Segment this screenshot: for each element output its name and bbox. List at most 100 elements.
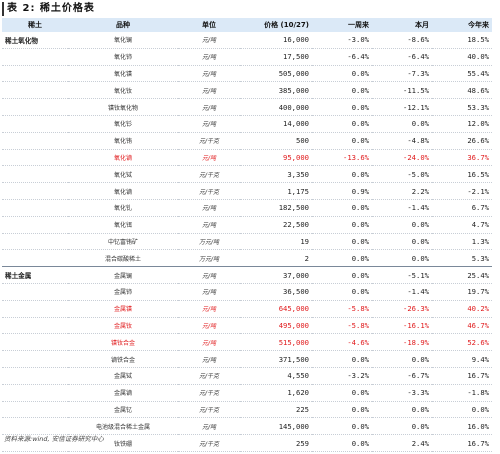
table-row: 氧化铒 元/吨 22,500 0.0% 0.0% 4.7% [2, 216, 492, 234]
row-product: 金属镨 [68, 300, 178, 318]
row-unit: 元/吨 [178, 350, 240, 368]
row-category [2, 165, 68, 184]
row-week-change: 0.0% [312, 266, 372, 284]
row-unit: 万元/吨 [178, 249, 240, 268]
row-week-change: 0.9% [312, 182, 372, 200]
row-ytd-change: 25.4% [432, 266, 492, 284]
table-row: 氧化铽 元/千克 3,350 0.0% -5.0% 16.5% [2, 165, 492, 184]
row-product: 金属镧 [68, 266, 178, 284]
row-ytd-change: 36.7% [432, 149, 492, 167]
row-week-change: -5.8% [312, 300, 372, 318]
table-row: 混合碳酸稀土 万元/吨 2 0.0% 0.0% 5.3% [2, 249, 492, 268]
row-unit: 元/吨 [178, 81, 240, 100]
row-month-change: -5.0% [372, 165, 432, 184]
row-ytd-change: 18.5% [432, 32, 492, 49]
row-ytd-change: 0.0% [432, 401, 492, 419]
row-product: 氧化钕 [68, 81, 178, 100]
row-ytd-change: 53.3% [432, 98, 492, 116]
row-category [2, 81, 68, 100]
row-unit: 元/吨 [178, 199, 240, 217]
row-category [2, 384, 68, 402]
row-category [2, 300, 68, 318]
row-unit: 元/吨 [178, 300, 240, 318]
row-ytd-change: 16.7% [432, 434, 492, 452]
row-price: 17,500 [240, 48, 312, 66]
table-row: 金属镝 元/千克 1,620 0.0% -3.3% -1.8% [2, 384, 492, 402]
row-ytd-change: 1.3% [432, 233, 492, 251]
row-category [2, 367, 68, 385]
row-price: 14,000 [240, 115, 312, 133]
row-month-change: 0.0% [372, 401, 432, 419]
row-week-change: 0.0% [312, 199, 372, 217]
row-product: 混合碳酸稀土 [68, 249, 178, 268]
row-month-change: -1.4% [372, 283, 432, 301]
table-row: 稀土金属 金属镧 元/吨 37,000 0.0% -5.1% 25.4% [2, 266, 492, 284]
table-row: 氧化镨 元/吨 505,000 0.0% -7.3% 55.4% [2, 65, 492, 83]
row-product: 金属铽 [68, 367, 178, 385]
table-row: 镝铁合金 元/吨 371,500 0.0% 0.0% 9.4% [2, 350, 492, 368]
row-month-change: 2.2% [372, 182, 432, 200]
row-category [2, 132, 68, 150]
row-category [2, 182, 68, 200]
row-unit: 元/吨 [178, 333, 240, 352]
row-price: 37,000 [240, 266, 312, 284]
header-row: 稀土 品种 单位 价格 (10/27) 一周来 本月 今年来 [2, 18, 492, 32]
row-ytd-change: 6.7% [432, 199, 492, 217]
row-week-change: -5.8% [312, 317, 372, 335]
row-unit: 元/吨 [178, 32, 240, 49]
table-row: 金属铽 元/千克 4,550 -3.2% -6.7% 16.7% [2, 367, 492, 385]
table-row: 氧化镝 元/千克 1,175 0.9% 2.2% -2.1% [2, 182, 492, 200]
table-row: 中钇富铕矿 万元/吨 19 0.0% 0.0% 1.3% [2, 233, 492, 251]
row-product: 金属钕 [68, 317, 178, 335]
row-month-change: -1.4% [372, 199, 432, 217]
row-category [2, 199, 68, 217]
row-price: 3,350 [240, 165, 312, 184]
row-month-change: -6.7% [372, 367, 432, 385]
row-week-change: 0.0% [312, 249, 372, 268]
row-week-change: 0.0% [312, 283, 372, 301]
row-price: 19 [240, 233, 312, 251]
row-category [2, 115, 68, 133]
row-product: 氧化铕 [68, 132, 178, 150]
row-ytd-change: 46.7% [432, 317, 492, 335]
row-category [2, 317, 68, 335]
row-product: 镝铁合金 [68, 350, 178, 368]
row-category [2, 401, 68, 419]
row-category [2, 417, 68, 436]
table-row: 电池级混合稀土金属 元/吨 145,000 0.0% 0.0% 16.0% [2, 417, 492, 436]
row-price: 1,620 [240, 384, 312, 402]
row-unit: 元/吨 [178, 115, 240, 133]
row-category [2, 249, 68, 268]
row-week-change: 0.0% [312, 417, 372, 436]
source-note: 资料来源:wind, 安信证券研究中心 [4, 435, 104, 443]
row-month-change: -18.9% [372, 333, 432, 352]
row-ytd-change: 40.0% [432, 48, 492, 66]
row-product: 电池级混合稀土金属 [68, 417, 178, 436]
row-price: 371,500 [240, 350, 312, 368]
row-ytd-change: -1.8% [432, 384, 492, 402]
table-row: 氧化铕 元/千克 500 0.0% -4.8% 26.6% [2, 132, 492, 150]
row-month-change: -4.8% [372, 132, 432, 150]
row-week-change: 0.0% [312, 65, 372, 83]
row-price: 95,000 [240, 149, 312, 167]
row-category [2, 65, 68, 83]
row-month-change: -6.4% [372, 48, 432, 66]
row-week-change: -6.4% [312, 48, 372, 66]
table-row: 金属铈 元/吨 36,500 0.0% -1.4% 19.7% [2, 283, 492, 301]
row-week-change: 0.0% [312, 401, 372, 419]
row-week-change: 0.0% [312, 132, 372, 150]
row-month-change: -26.3% [372, 300, 432, 318]
row-category [2, 350, 68, 368]
row-unit: 元/吨 [178, 216, 240, 234]
row-ytd-change: 16.0% [432, 417, 492, 436]
row-product: 金属钇 [68, 401, 178, 419]
row-price: 182,500 [240, 199, 312, 217]
row-unit: 元/吨 [178, 48, 240, 66]
row-unit: 元/吨 [178, 149, 240, 167]
header-week: 一周来 [348, 21, 369, 29]
table-row: 金属镨 元/吨 645,000 -5.8% -26.3% 40.2% [2, 300, 492, 318]
row-month-change: -5.1% [372, 266, 432, 284]
row-month-change: 0.0% [372, 350, 432, 368]
row-price: 500 [240, 132, 312, 150]
table-row: 氧化钕 元/吨 385,000 0.0% -11.5% 48.6% [2, 81, 492, 100]
